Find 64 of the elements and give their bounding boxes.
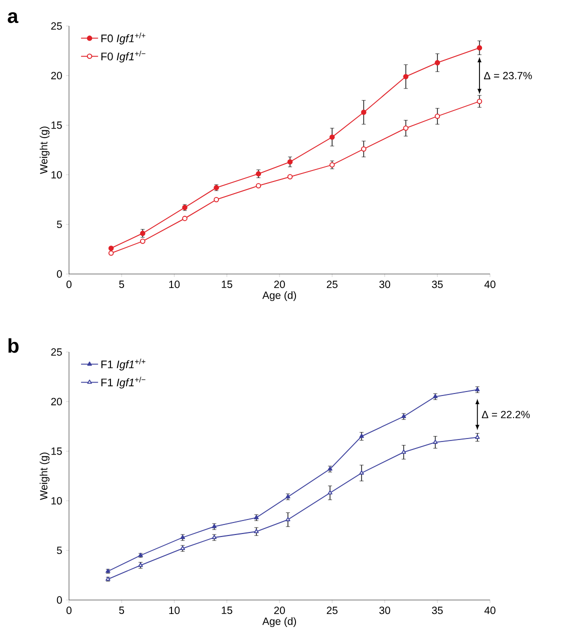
- x-tick-label: 0: [66, 606, 72, 614]
- point: [182, 216, 188, 222]
- point: [434, 60, 440, 66]
- y-tick-label: 5: [56, 546, 62, 554]
- y-tick-label: 25: [51, 348, 62, 356]
- x-tick-label: 10: [169, 280, 180, 288]
- y-tick-label: 0: [56, 596, 62, 604]
- point: [287, 159, 293, 165]
- y-tick-label: 0: [56, 270, 62, 278]
- point: [286, 517, 290, 522]
- chart-title: a: [8, 12, 18, 24]
- x-tick-label: 20: [274, 280, 285, 288]
- y-tick-label: 5: [56, 220, 62, 228]
- chart-title: b: [8, 338, 19, 353]
- y-tick-label: 10: [51, 497, 62, 505]
- x-tick-label: 5: [119, 280, 124, 288]
- point: [432, 440, 438, 444]
- x-tick-label: 0: [66, 280, 72, 288]
- x-tick-label: 15: [222, 280, 232, 288]
- annotation: Δ = 23.7%: [484, 72, 532, 80]
- x-tick-label: 10: [169, 606, 180, 614]
- point: [403, 126, 408, 131]
- point: [434, 114, 440, 119]
- point: [214, 196, 219, 202]
- legend-label: F0 Igf1$^{+/+}$: [101, 32, 146, 44]
- x-axis-title: Age (d): [262, 291, 296, 302]
- point: [361, 110, 366, 115]
- point: [476, 45, 482, 50]
- x-tick-label: 25: [326, 606, 338, 614]
- y-tick-label: 15: [51, 448, 62, 455]
- x-tick-label: 30: [379, 606, 390, 614]
- point: [329, 134, 335, 140]
- x-tick-label: 40: [484, 606, 496, 614]
- y-tick-label: 25: [51, 22, 62, 30]
- y-axis-title: Weight (g): [40, 452, 50, 500]
- x-tick-label: 5: [119, 606, 124, 614]
- legend-label: F1 Igf1$^{+/+}$: [101, 358, 146, 370]
- x-axis-title: Age (d): [262, 617, 296, 628]
- point: [328, 490, 332, 494]
- point: [476, 98, 482, 104]
- point: [256, 183, 262, 188]
- y-tick-label: 15: [51, 122, 62, 129]
- x-tick-label: 35: [432, 606, 443, 614]
- y-tick-label: 10: [51, 171, 62, 179]
- x-tick-label: 40: [484, 280, 496, 288]
- point: [403, 74, 408, 80]
- point: [361, 146, 366, 152]
- point: [108, 250, 114, 256]
- annotation: Δ = 22.2%: [482, 410, 530, 418]
- x-tick-label: 35: [432, 280, 443, 288]
- legend-label: F0 Igf1$^{+/−}$: [101, 50, 146, 62]
- y-tick-label: 20: [51, 398, 62, 406]
- legend-label: F1 Igf1$^{+/−}$: [101, 376, 146, 389]
- point: [287, 174, 293, 180]
- point: [401, 450, 406, 454]
- point: [108, 246, 114, 251]
- x-tick-label: 15: [222, 606, 232, 614]
- x-tick-label: 30: [379, 280, 390, 288]
- point: [359, 470, 364, 475]
- x-tick-label: 25: [326, 280, 338, 288]
- x-tick-label: 20: [274, 606, 285, 614]
- point: [256, 171, 262, 176]
- y-tick-label: 20: [51, 72, 62, 80]
- y-axis-title: Weight (g): [40, 126, 50, 174]
